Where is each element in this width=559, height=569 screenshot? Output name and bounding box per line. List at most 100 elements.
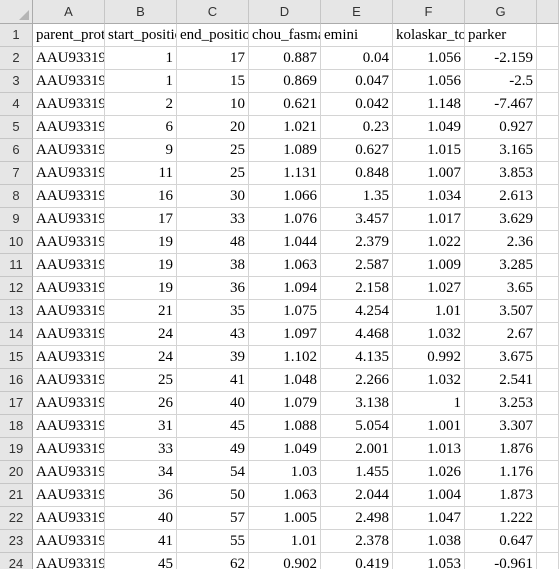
empty-cell[interactable] [537,553,559,569]
empty-cell[interactable] [537,300,559,323]
data-cell[interactable]: AAU93319 [33,93,105,116]
data-cell[interactable]: AAU93319 [33,139,105,162]
header-cell[interactable]: start_position [105,24,177,47]
data-cell[interactable]: 24 [105,323,177,346]
data-cell[interactable]: 0.627 [321,139,393,162]
data-cell[interactable]: 1.455 [321,461,393,484]
data-cell[interactable]: 38 [177,254,249,277]
data-cell[interactable]: 1.097 [249,323,321,346]
data-cell[interactable]: 1.056 [393,70,465,93]
data-cell[interactable]: 1.001 [393,415,465,438]
data-cell[interactable]: 2.498 [321,507,393,530]
data-cell[interactable]: 2 [105,93,177,116]
column-header-b[interactable]: B [105,0,177,24]
data-cell[interactable]: 1.131 [249,162,321,185]
data-cell[interactable]: 36 [177,277,249,300]
empty-cell[interactable] [537,392,559,415]
column-header-c[interactable]: C [177,0,249,24]
data-cell[interactable]: 17 [105,208,177,231]
data-cell[interactable]: 1.038 [393,530,465,553]
data-cell[interactable]: 3.307 [465,415,537,438]
data-cell[interactable]: 4.468 [321,323,393,346]
empty-cell[interactable] [537,484,559,507]
data-cell[interactable]: 1.876 [465,438,537,461]
data-cell[interactable]: 41 [177,369,249,392]
data-cell[interactable]: 3.165 [465,139,537,162]
data-cell[interactable]: 2.587 [321,254,393,277]
data-cell[interactable]: 1.034 [393,185,465,208]
row-header[interactable]: 18 [0,415,33,438]
data-cell[interactable]: 50 [177,484,249,507]
row-header[interactable]: 8 [0,185,33,208]
row-header[interactable]: 6 [0,139,33,162]
row-header[interactable]: 21 [0,484,33,507]
empty-cell[interactable] [537,415,559,438]
data-cell[interactable]: 6 [105,116,177,139]
data-cell[interactable]: 0.047 [321,70,393,93]
data-cell[interactable]: 0.887 [249,47,321,70]
data-cell[interactable]: 4.254 [321,300,393,323]
data-cell[interactable]: 0.419 [321,553,393,569]
row-header[interactable]: 13 [0,300,33,323]
data-cell[interactable]: 1.063 [249,484,321,507]
data-cell[interactable]: 0.621 [249,93,321,116]
data-cell[interactable]: 1 [105,70,177,93]
data-cell[interactable]: 57 [177,507,249,530]
data-cell[interactable]: 2.266 [321,369,393,392]
data-cell[interactable]: 19 [105,231,177,254]
empty-cell[interactable] [537,323,559,346]
data-cell[interactable]: 62 [177,553,249,569]
data-cell[interactable]: 0.927 [465,116,537,139]
data-cell[interactable]: AAU93319 [33,392,105,415]
data-cell[interactable]: -2.159 [465,47,537,70]
row-header[interactable]: 17 [0,392,33,415]
data-cell[interactable]: 1.048 [249,369,321,392]
data-cell[interactable]: 35 [177,300,249,323]
data-cell[interactable]: 40 [177,392,249,415]
row-header[interactable]: 12 [0,277,33,300]
empty-cell[interactable] [537,231,559,254]
data-cell[interactable]: AAU93319 [33,530,105,553]
data-cell[interactable]: AAU93319 [33,369,105,392]
data-cell[interactable]: 2.541 [465,369,537,392]
empty-cell[interactable] [537,530,559,553]
empty-cell[interactable] [537,116,559,139]
data-cell[interactable]: 0.042 [321,93,393,116]
data-cell[interactable]: 3.457 [321,208,393,231]
data-cell[interactable]: 33 [177,208,249,231]
data-cell[interactable]: AAU93319 [33,507,105,530]
data-cell[interactable]: AAU93319 [33,300,105,323]
row-header[interactable]: 19 [0,438,33,461]
data-cell[interactable]: 1.222 [465,507,537,530]
data-cell[interactable]: 3.629 [465,208,537,231]
data-cell[interactable]: -0.961 [465,553,537,569]
empty-cell[interactable] [537,47,559,70]
data-cell[interactable]: 3.65 [465,277,537,300]
row-header[interactable]: 2 [0,47,33,70]
data-cell[interactable]: AAU93319 [33,116,105,139]
data-cell[interactable]: 1.053 [393,553,465,569]
data-cell[interactable]: AAU93319 [33,277,105,300]
empty-cell[interactable] [537,185,559,208]
row-header[interactable]: 3 [0,70,33,93]
data-cell[interactable]: -7.467 [465,93,537,116]
data-cell[interactable]: AAU93319 [33,254,105,277]
empty-cell[interactable] [537,24,559,47]
row-header[interactable]: 9 [0,208,33,231]
data-cell[interactable]: 1.088 [249,415,321,438]
column-header-e[interactable]: E [321,0,393,24]
data-cell[interactable]: AAU93319 [33,231,105,254]
data-cell[interactable]: 2.044 [321,484,393,507]
header-cell[interactable]: emini [321,24,393,47]
column-header-f[interactable]: F [393,0,465,24]
data-cell[interactable]: AAU93319 [33,553,105,569]
data-cell[interactable]: 26 [105,392,177,415]
data-cell[interactable]: 40 [105,507,177,530]
data-cell[interactable]: 0.902 [249,553,321,569]
data-cell[interactable]: 0.04 [321,47,393,70]
data-cell[interactable]: 5.054 [321,415,393,438]
data-cell[interactable]: 1.007 [393,162,465,185]
data-cell[interactable]: 2.613 [465,185,537,208]
column-header-g[interactable]: G [465,0,537,24]
header-cell[interactable]: chou_fasman [249,24,321,47]
